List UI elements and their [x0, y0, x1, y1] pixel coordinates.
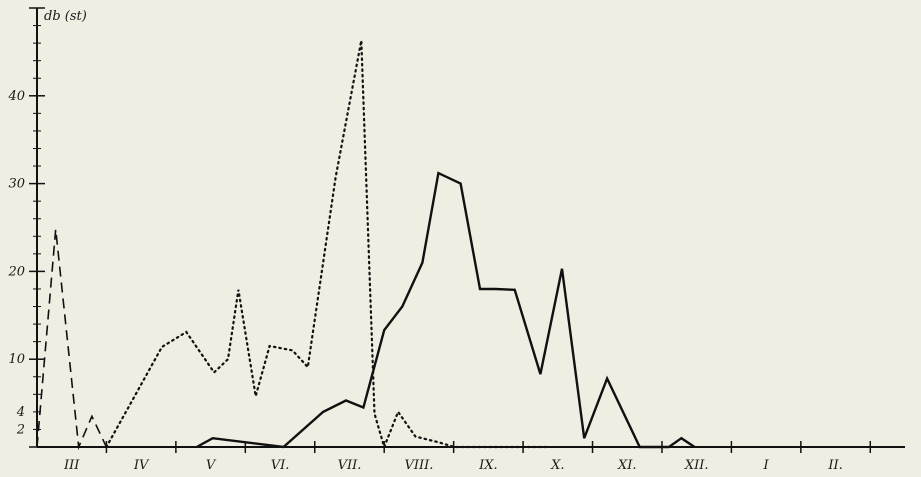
x-tick-label: IV	[133, 458, 150, 473]
y-axis-label: db (st)	[44, 9, 87, 24]
series-group	[36, 40, 787, 451]
x-tick-label: II.	[827, 458, 842, 473]
y-tick-label: 10	[8, 352, 25, 367]
y-tick-label: 4	[16, 405, 25, 420]
y-tick-label: 30	[8, 177, 25, 192]
x-tick-label: VII.	[338, 458, 362, 473]
x-ticks: III IV V VI. VII. VIII. IX. X. XI. XII. I II.	[63, 441, 872, 473]
x-tick-label: X.	[550, 458, 564, 473]
y-ticks: 2 4 10 20 30 40	[7, 7, 45, 448]
axes	[36, 8, 905, 448]
series-line-dashed	[36, 229, 787, 451]
x-tick-label: I	[763, 458, 770, 473]
x-tick-label: XI.	[617, 458, 637, 473]
x-tick-label: IX.	[478, 458, 498, 473]
series-line-dotted	[105, 40, 548, 451]
y-tick-label: 20	[7, 264, 25, 279]
x-tick-label: VI.	[271, 458, 290, 473]
x-tick-label: VIII.	[404, 458, 433, 473]
x-tick-label: XII.	[684, 458, 709, 473]
y-tick-label: 40	[7, 89, 25, 104]
series-line-solid	[196, 171, 696, 449]
x-tick-label: III	[63, 458, 80, 473]
y-tick-label: 2	[16, 422, 25, 437]
x-tick-label: V	[206, 458, 217, 473]
